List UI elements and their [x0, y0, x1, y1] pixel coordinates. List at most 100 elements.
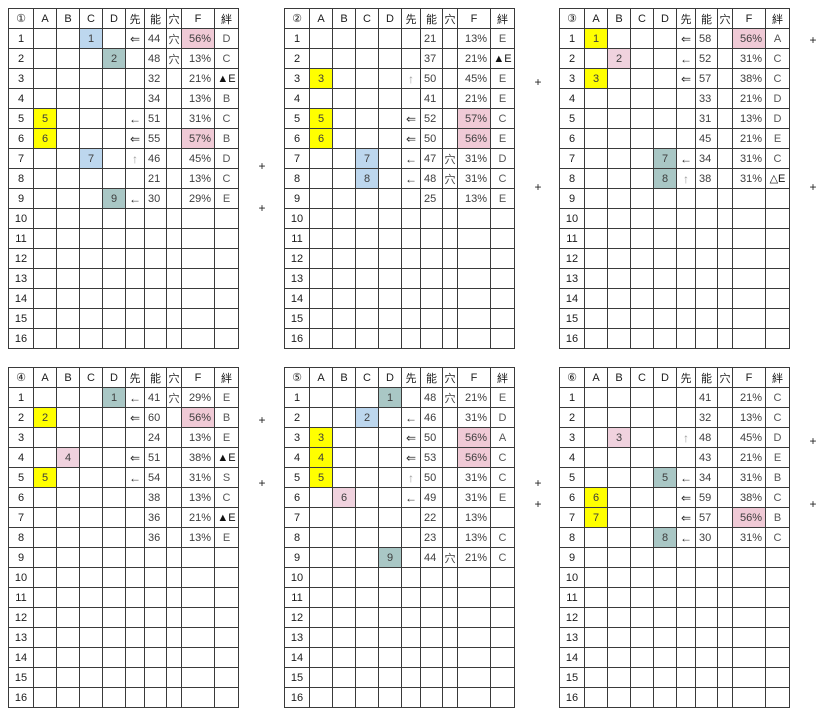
ana-cell[interactable]: [717, 148, 733, 169]
grid-cell[interactable]: [332, 527, 356, 548]
nou-value-cell[interactable]: 32: [695, 407, 718, 428]
arrow-cell[interactable]: ⇐: [125, 128, 145, 149]
arrow-cell[interactable]: ⇐: [676, 28, 696, 49]
plus-marker[interactable]: +: [258, 413, 266, 427]
grid-cell[interactable]: [378, 567, 402, 588]
grid-cell[interactable]: [33, 308, 57, 329]
row-number[interactable]: 2: [559, 407, 585, 428]
nou-value-cell[interactable]: [144, 567, 167, 588]
kizuna-cell[interactable]: [214, 268, 239, 289]
kizuna-cell[interactable]: E: [490, 128, 515, 149]
f-percent-cell[interactable]: 21%: [457, 48, 491, 69]
grid-cell[interactable]: [332, 627, 356, 648]
grid-cell[interactable]: [630, 487, 654, 508]
grid-cell[interactable]: [56, 607, 80, 628]
row-number[interactable]: 6: [559, 487, 585, 508]
ana-cell[interactable]: [442, 108, 458, 129]
nou-value-cell[interactable]: [144, 308, 167, 329]
f-percent-cell[interactable]: [457, 288, 491, 309]
grid-cell[interactable]: [56, 108, 80, 129]
ana-cell[interactable]: 穴: [442, 547, 458, 568]
kizuna-cell[interactable]: [765, 308, 790, 329]
column-header[interactable]: 穴: [166, 367, 182, 388]
row-number[interactable]: 4: [8, 88, 34, 109]
grid-cell[interactable]: [653, 647, 677, 668]
arrow-cell[interactable]: ←: [125, 387, 145, 408]
nou-value-cell[interactable]: 41: [695, 387, 718, 408]
column-header[interactable]: A: [584, 8, 608, 29]
row-number[interactable]: 8: [284, 168, 310, 189]
marked-cell[interactable]: 8: [653, 527, 677, 548]
f-percent-cell[interactable]: 13%: [181, 168, 215, 189]
row-number[interactable]: 11: [559, 228, 585, 249]
kizuna-cell[interactable]: C: [490, 467, 515, 488]
nou-value-cell[interactable]: [695, 228, 718, 249]
grid-cell[interactable]: [607, 228, 631, 249]
f-percent-cell[interactable]: 31%: [457, 407, 491, 428]
kizuna-cell[interactable]: [490, 228, 515, 249]
column-header[interactable]: 能: [144, 8, 167, 29]
arrow-cell[interactable]: [401, 507, 421, 528]
grid-cell[interactable]: [630, 188, 654, 209]
ana-cell[interactable]: [717, 328, 733, 349]
nou-value-cell[interactable]: 34: [144, 88, 167, 109]
grid-cell[interactable]: [607, 188, 631, 209]
row-number[interactable]: 5: [559, 467, 585, 488]
kizuna-cell[interactable]: E: [490, 68, 515, 89]
f-percent-cell[interactable]: 57%: [181, 128, 215, 149]
column-header[interactable]: C: [355, 8, 379, 29]
grid-cell[interactable]: [653, 328, 677, 349]
arrow-cell[interactable]: [676, 407, 696, 428]
nou-value-cell[interactable]: [695, 308, 718, 329]
f-percent-cell[interactable]: 21%: [732, 128, 766, 149]
column-header[interactable]: 絆: [214, 8, 239, 29]
ana-cell[interactable]: [442, 288, 458, 309]
arrow-cell[interactable]: ⇐: [676, 68, 696, 89]
grid-cell[interactable]: [332, 108, 356, 129]
kizuna-cell[interactable]: [765, 627, 790, 648]
kizuna-cell[interactable]: [490, 607, 515, 628]
marked-cell[interactable]: 5: [33, 467, 57, 488]
f-percent-cell[interactable]: 31%: [181, 467, 215, 488]
plus-marker[interactable]: +: [809, 180, 817, 194]
f-percent-cell[interactable]: 13%: [457, 28, 491, 49]
ana-cell[interactable]: [166, 527, 182, 548]
grid-cell[interactable]: [309, 288, 333, 309]
grid-cell[interactable]: [332, 48, 356, 69]
ana-cell[interactable]: [442, 208, 458, 229]
grid-cell[interactable]: [309, 248, 333, 269]
column-header[interactable]: B: [607, 8, 631, 29]
grid-cell[interactable]: [309, 328, 333, 349]
grid-cell[interactable]: [584, 248, 608, 269]
nou-value-cell[interactable]: [144, 228, 167, 249]
arrow-cell[interactable]: ⇐: [401, 427, 421, 448]
nou-value-cell[interactable]: 46: [420, 407, 443, 428]
grid-cell[interactable]: [56, 168, 80, 189]
row-number[interactable]: 4: [284, 88, 310, 109]
ana-cell[interactable]: [717, 607, 733, 628]
ana-cell[interactable]: [442, 487, 458, 508]
grid-cell[interactable]: [79, 487, 103, 508]
grid-cell[interactable]: [102, 68, 126, 89]
ana-cell[interactable]: [166, 268, 182, 289]
table-id-header[interactable]: ⑥: [559, 367, 585, 388]
f-percent-cell[interactable]: 31%: [457, 168, 491, 189]
arrow-cell[interactable]: ←: [401, 487, 421, 508]
nou-value-cell[interactable]: [420, 627, 443, 648]
nou-value-cell[interactable]: [420, 268, 443, 289]
kizuna-cell[interactable]: [490, 567, 515, 588]
marked-cell[interactable]: 8: [355, 168, 379, 189]
grid-cell[interactable]: [607, 168, 631, 189]
nou-value-cell[interactable]: 44: [144, 28, 167, 49]
column-header[interactable]: C: [355, 367, 379, 388]
ana-cell[interactable]: [442, 128, 458, 149]
ana-cell[interactable]: [717, 627, 733, 648]
grid-cell[interactable]: [332, 228, 356, 249]
grid-cell[interactable]: [56, 228, 80, 249]
grid-cell[interactable]: [33, 48, 57, 69]
marked-cell[interactable]: 3: [607, 427, 631, 448]
nou-value-cell[interactable]: [144, 268, 167, 289]
row-number[interactable]: 10: [559, 208, 585, 229]
ana-cell[interactable]: [442, 328, 458, 349]
nou-value-cell[interactable]: 41: [420, 88, 443, 109]
